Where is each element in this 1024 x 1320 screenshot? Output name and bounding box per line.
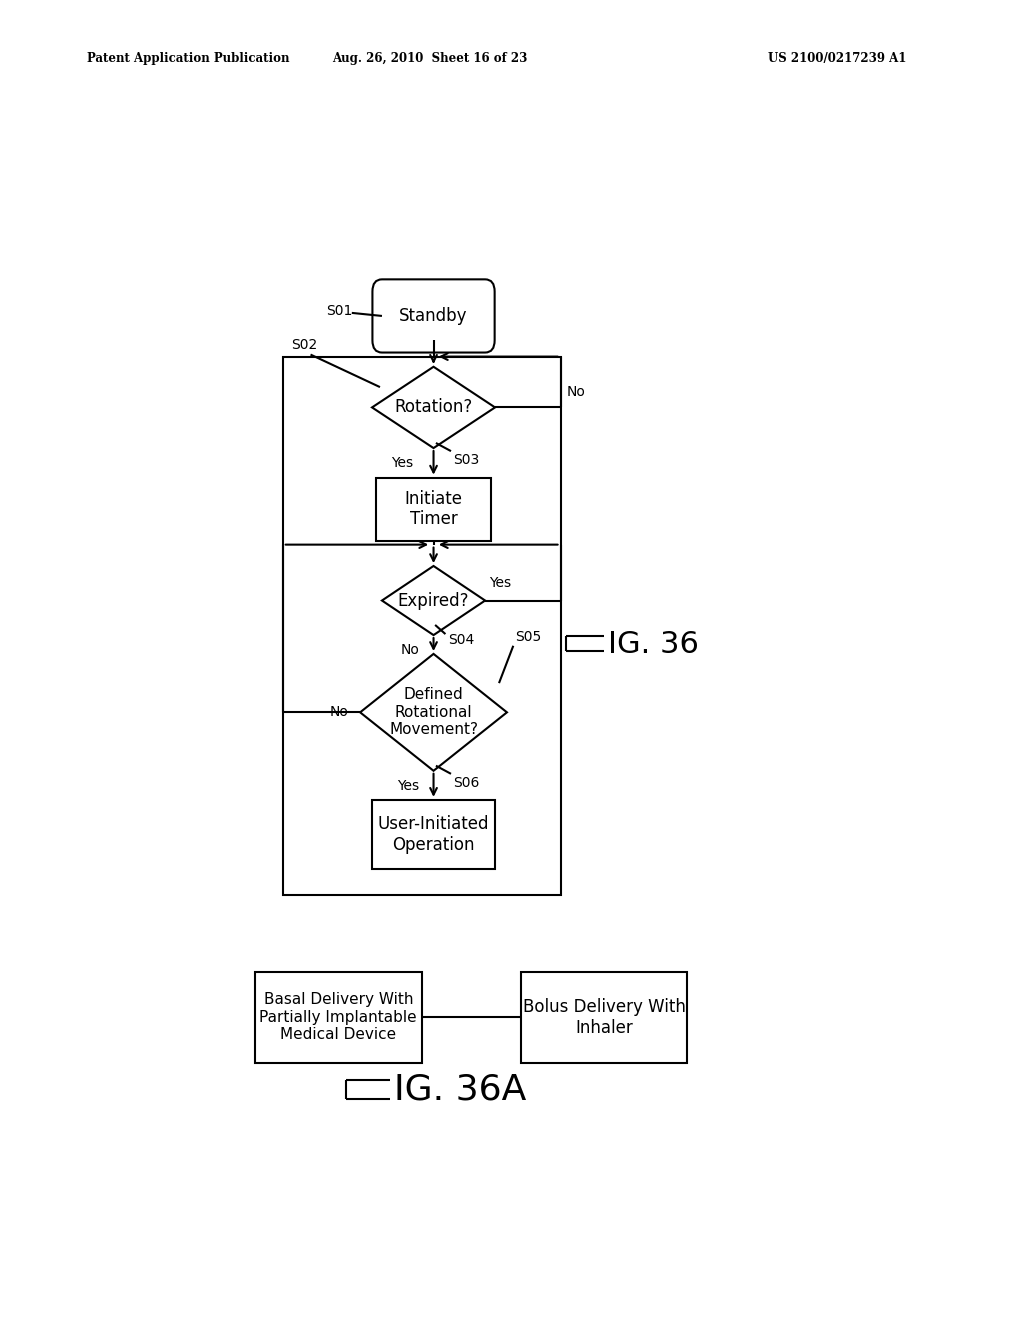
Text: IG. 36: IG. 36 <box>608 630 699 659</box>
Text: US 2100/0217239 A1: US 2100/0217239 A1 <box>768 51 906 65</box>
Text: IG. 36A: IG. 36A <box>394 1072 526 1106</box>
Polygon shape <box>382 566 485 635</box>
Text: S05: S05 <box>515 630 541 644</box>
Text: S04: S04 <box>447 634 474 647</box>
Polygon shape <box>372 367 495 447</box>
Text: Standby: Standby <box>399 308 468 325</box>
Bar <box>255 972 422 1063</box>
Text: S03: S03 <box>454 453 479 467</box>
Bar <box>283 356 560 895</box>
Text: Bolus Delivery With
Inhaler: Bolus Delivery With Inhaler <box>522 998 686 1036</box>
Text: S06: S06 <box>454 776 480 789</box>
Text: Yes: Yes <box>397 779 419 793</box>
Text: S01: S01 <box>327 304 353 318</box>
Bar <box>372 800 495 869</box>
Text: Yes: Yes <box>489 577 511 590</box>
Text: Defined
Rotational
Movement?: Defined Rotational Movement? <box>389 688 478 738</box>
Polygon shape <box>360 653 507 771</box>
Text: Aug. 26, 2010  Sheet 16 of 23: Aug. 26, 2010 Sheet 16 of 23 <box>333 51 527 65</box>
Text: Rotation?: Rotation? <box>394 399 473 416</box>
Text: No: No <box>330 705 348 719</box>
Bar <box>376 478 492 541</box>
Text: User-Initiated
Operation: User-Initiated Operation <box>378 814 489 854</box>
FancyBboxPatch shape <box>373 280 495 352</box>
Text: Initiate
Timer: Initiate Timer <box>404 490 463 528</box>
Text: No: No <box>567 385 586 399</box>
Bar <box>521 972 687 1063</box>
Text: No: No <box>400 643 419 657</box>
Text: Yes: Yes <box>391 457 414 470</box>
Text: Expired?: Expired? <box>397 591 469 610</box>
Text: Basal Delivery With
Partially Implantable
Medical Device: Basal Delivery With Partially Implantabl… <box>259 993 417 1043</box>
Text: S02: S02 <box>291 338 317 351</box>
Text: Patent Application Publication: Patent Application Publication <box>87 51 290 65</box>
